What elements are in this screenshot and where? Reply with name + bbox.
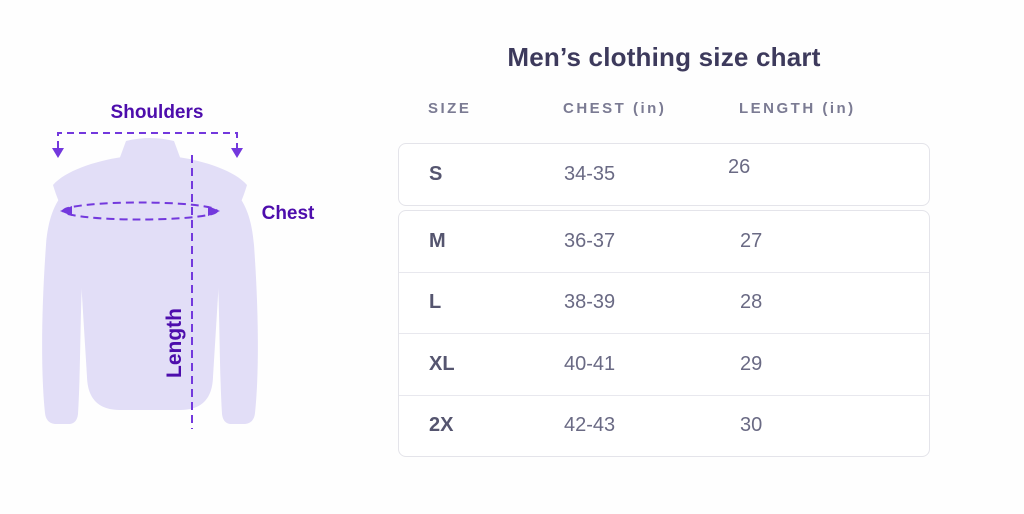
chest-arrow-icons xyxy=(60,206,220,216)
shoulders-arrow-icons xyxy=(52,148,243,158)
chest-label: Chest xyxy=(262,203,315,224)
size-cell: S xyxy=(429,163,443,185)
size-cell: L xyxy=(429,291,442,314)
table-header-row: SIZE CHEST (in) LENGTH (in) xyxy=(428,100,930,117)
length-cell: 26 xyxy=(728,156,751,178)
table-row: 2X 42-43 30 xyxy=(399,394,929,457)
size-rows-card-group: M 36-37 27 L 38-39 28 XL 40-41 29 2X 42-… xyxy=(398,210,930,457)
column-header-size: SIZE xyxy=(428,100,472,117)
length-cell: 29 xyxy=(740,352,763,375)
column-header-chest: CHEST (in) xyxy=(563,100,667,117)
chest-cell: 40-41 xyxy=(564,352,616,375)
column-header-length: LENGTH (in) xyxy=(739,100,856,117)
size-cell: XL xyxy=(429,352,455,375)
length-cell: 27 xyxy=(740,229,763,252)
length-cell: 30 xyxy=(740,414,763,437)
table-row: M 36-37 27 xyxy=(399,211,929,272)
shirt-illustration xyxy=(42,138,258,424)
chest-cell: 36-37 xyxy=(564,229,616,252)
size-row-card-s: S 34-35 26 xyxy=(398,143,930,206)
page-title: Men’s clothing size chart xyxy=(507,42,821,72)
chest-cell: 38-39 xyxy=(564,291,616,314)
table-row: XL 40-41 29 xyxy=(399,333,929,395)
chest-cell: 34-35 xyxy=(564,163,616,185)
size-cell: 2X xyxy=(429,414,454,437)
shirt-diagram: Shoulders Chest Length xyxy=(30,85,360,475)
shoulders-label: Shoulders xyxy=(111,102,204,123)
table-row: L 38-39 28 xyxy=(399,271,929,334)
length-cell: 28 xyxy=(740,291,763,314)
size-cell: M xyxy=(429,229,446,252)
table-row: S 34-35 26 xyxy=(399,144,929,205)
length-label: Length xyxy=(163,308,186,378)
chest-cell: 42-43 xyxy=(564,414,616,437)
